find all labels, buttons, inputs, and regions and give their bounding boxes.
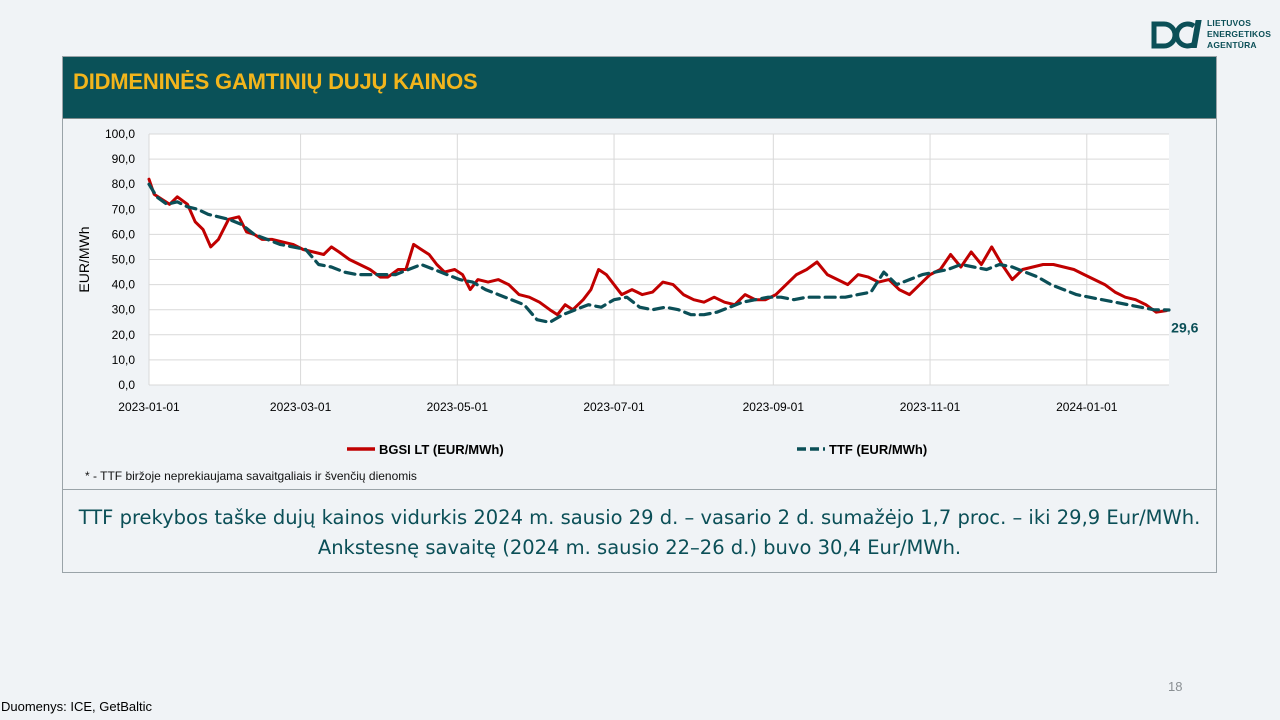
y-tick-label: 50,0 xyxy=(112,253,136,267)
logo-line-1: LIETUVOS xyxy=(1207,18,1252,28)
logo-line-2: ENERGETIKOS xyxy=(1207,29,1272,39)
x-tick-label: 2023-03-01 xyxy=(270,400,332,414)
data-source: Duomenys: ICE, GetBaltic xyxy=(1,699,152,714)
line-chart: 0,0 10,0 20,0 30,0 40,0 50,0 60,0 70,0 80,0 90,0 1… xyxy=(76,127,1199,457)
y-tick-label: 10,0 xyxy=(112,353,136,367)
series-line-bgsi xyxy=(147,177,1168,317)
x-tick-label: 2023-05-01 xyxy=(427,400,489,414)
y-tick-label: 90,0 xyxy=(112,152,136,166)
logo-line-3: AGENTŪRA xyxy=(1207,40,1257,50)
x-tick-label: 2023-09-01 xyxy=(743,400,805,414)
y-tick-label: 40,0 xyxy=(112,278,136,292)
y-tick-label: 80,0 xyxy=(112,177,136,191)
y-tick-label: 0,0 xyxy=(118,378,135,392)
legend-label-bgsi: BGSI LT (EUR/MWh) xyxy=(379,442,504,457)
x-tick-label: 2023-11-01 xyxy=(900,400,961,414)
summary-line-1: TTF prekybos taške dujų kainos vidurkis … xyxy=(78,506,1201,529)
logo: LIETUVOS ENERGETIKOS AGENTŪRA xyxy=(1150,16,1275,56)
series-line-ttf xyxy=(147,182,1171,324)
chart-card: DIDMENINĖS GAMTINIŲ DUJŲ KAINOS 0,0 10,0 2… xyxy=(62,56,1217,573)
footnote: * - TTF biržoje neprekiaujama savaitgali… xyxy=(85,469,417,483)
end-value-label: 29,6 xyxy=(1171,320,1198,336)
title-bar: DIDMENINĖS GAMTINIŲ DUJŲ KAINOS xyxy=(63,57,1216,119)
y-tick-label: 30,0 xyxy=(112,303,136,317)
page-title: DIDMENINĖS GAMTINIŲ DUJŲ KAINOS xyxy=(73,69,478,94)
page-number: 18 xyxy=(1168,679,1183,694)
summary-text: TTF prekybos taške dujų kainos vidurkis … xyxy=(63,503,1216,563)
divider xyxy=(63,489,1216,490)
y-axis-label: EUR/MWh xyxy=(76,226,92,292)
logo-text: LIETUVOS ENERGETIKOS AGENTŪRA xyxy=(1207,18,1271,51)
y-tick-label: 70,0 xyxy=(112,202,136,216)
legend-label-ttf: TTF (EUR/MWh) xyxy=(829,442,927,457)
logo-mark-icon xyxy=(1151,20,1202,49)
x-tick-label: 2024-01-01 xyxy=(1056,400,1118,414)
y-tick-label: 60,0 xyxy=(112,227,136,241)
y-tick-label: 100,0 xyxy=(105,127,135,141)
y-tick-label: 20,0 xyxy=(112,328,136,342)
summary-line-2: Ankstesnę savaitę (2024 m. sausio 22–26 … xyxy=(317,536,962,559)
x-tick-label: 2023-01-01 xyxy=(118,400,180,414)
x-tick-label: 2023-07-01 xyxy=(583,400,645,414)
